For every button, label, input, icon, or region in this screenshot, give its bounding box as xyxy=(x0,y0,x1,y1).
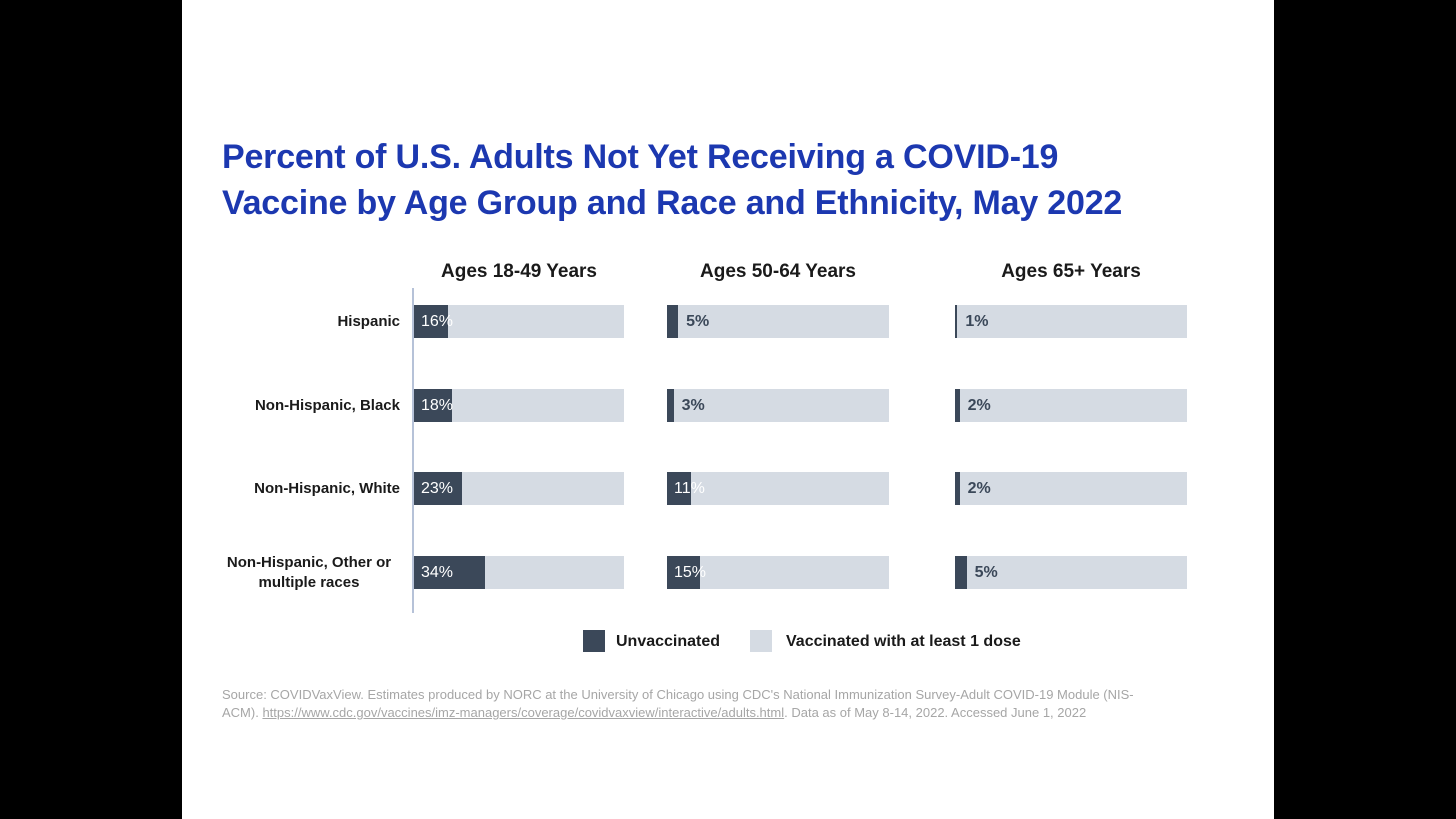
bar-hispanic-18-49: 16% xyxy=(414,305,624,338)
bar-value-label: 2% xyxy=(967,479,991,497)
bar-non-hispanic-other-50-64: 15% xyxy=(667,556,889,589)
column-header-ages-50-64: Ages 50-64 Years xyxy=(700,261,856,282)
bar-value-label: 11% xyxy=(674,480,705,497)
bar-value-label: 5% xyxy=(686,312,710,330)
source-link[interactable]: https://www.cdc.gov/vaccines/imz-manager… xyxy=(262,705,785,720)
source-line1: Source: COVIDVaxView. Estimates produced… xyxy=(222,686,1212,704)
bar-non-hispanic-black-50-64: 3% xyxy=(667,389,889,422)
category-axis-line xyxy=(412,288,414,613)
bar-value-label: 5% xyxy=(974,563,998,581)
unvaccinated-segment xyxy=(414,305,448,338)
bar-value-label: 16% xyxy=(421,313,454,330)
row-label-non-hispanic-black: Non-Hispanic, Black xyxy=(254,396,400,414)
column-header-ages-65-plus: Ages 65+ Years xyxy=(1001,261,1141,282)
bar-value-label: 18% xyxy=(421,397,454,414)
age-group-panel-50-64: 5% 3% 11% 15% xyxy=(667,0,889,819)
bar-hispanic-65-plus: 1% xyxy=(955,305,1187,338)
bar-value-label: 1% xyxy=(965,312,989,330)
bar-value-label: 3% xyxy=(681,396,705,414)
chart-title: Percent of U.S. Adults Not Yet Receiving… xyxy=(222,134,1232,226)
bar-hispanic-50-64: 5% xyxy=(667,305,889,338)
unvaccinated-segment xyxy=(955,472,960,505)
bar-non-hispanic-white-18-49: 23% xyxy=(414,472,624,505)
row-label-non-hispanic-other: Non-Hispanic, Other or multiple races xyxy=(226,553,392,591)
chart-title-line1: Percent of U.S. Adults Not Yet Receiving… xyxy=(222,138,1059,176)
unvaccinated-segment xyxy=(667,472,692,505)
unvaccinated-segment xyxy=(667,305,679,338)
bar-value-label: 23% xyxy=(421,480,454,497)
age-group-panel-65-plus: 1% 2% 2% 5% xyxy=(955,0,1187,819)
source-text: ACM). xyxy=(222,705,263,720)
legend-swatch-vaccinated xyxy=(750,630,772,652)
source-text: . Data as of May 8-14, 2022. Accessed Ju… xyxy=(784,705,1087,720)
unvaccinated-segment xyxy=(955,556,967,589)
source-text: Source: COVIDVaxView. Estimates produced… xyxy=(222,687,1134,702)
legend-swatch-unvaccinated xyxy=(583,630,605,652)
age-group-panel-18-49: 16% 18% 23% 34% xyxy=(414,0,624,819)
unvaccinated-segment xyxy=(667,389,674,422)
source-note: Source: COVIDVaxView. Estimates produced… xyxy=(222,686,1212,722)
row-label-non-hispanic-white: Non-Hispanic, White xyxy=(254,479,400,497)
bar-non-hispanic-white-50-64: 11% xyxy=(667,472,889,505)
chart-title-line2: Vaccine by Age Group and Race and Ethnic… xyxy=(222,184,1123,222)
bar-non-hispanic-black-18-49: 18% xyxy=(414,389,624,422)
unvaccinated-segment xyxy=(414,556,486,589)
legend-label-vaccinated: Vaccinated with at least 1 dose xyxy=(786,633,1021,650)
slide-canvas: Percent of U.S. Adults Not Yet Receiving… xyxy=(182,0,1274,819)
bar-value-label: 15% xyxy=(674,564,707,581)
legend-label-unvaccinated: Unvaccinated xyxy=(616,633,721,650)
bar-non-hispanic-white-65-plus: 2% xyxy=(955,472,1187,505)
bar-non-hispanic-other-18-49: 34% xyxy=(414,556,624,589)
unvaccinated-segment xyxy=(414,389,452,422)
bar-value-label: 34% xyxy=(421,564,454,581)
unvaccinated-segment xyxy=(414,472,463,505)
source-line2: ACM). https://www.cdc.gov/vaccines/imz-m… xyxy=(222,704,1212,722)
column-header-ages-18-49: Ages 18-49 Years xyxy=(441,261,597,282)
bar-non-hispanic-black-65-plus: 2% xyxy=(955,389,1187,422)
unvaccinated-segment xyxy=(955,305,958,338)
bar-value-label: 2% xyxy=(967,396,991,414)
bar-non-hispanic-other-65-plus: 5% xyxy=(955,556,1187,589)
unvaccinated-segment xyxy=(955,389,960,422)
row-label-hispanic: Hispanic xyxy=(337,312,400,330)
unvaccinated-segment xyxy=(667,556,701,589)
